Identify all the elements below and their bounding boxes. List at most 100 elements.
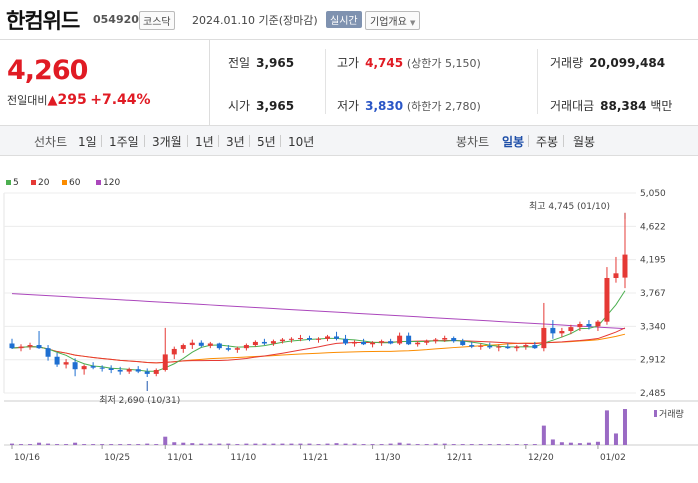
tab-period-3y[interactable]: 3년 — [226, 135, 245, 149]
legend-ma60: 60 — [62, 178, 80, 188]
candle-body — [171, 348, 177, 355]
realtime-button[interactable]: 실시간 — [326, 11, 362, 28]
chevron-down-icon: ▼ — [410, 19, 416, 27]
volume: 거래량 20,099,484 — [550, 54, 665, 71]
change-percent: +7.44% — [90, 92, 151, 108]
volume-value: 20,099,484 — [589, 56, 666, 70]
volume-bar — [19, 444, 24, 445]
volume-bar — [226, 443, 231, 445]
volume-bar — [424, 444, 429, 445]
trade-value: 거래대금 88,384 백만 — [550, 97, 672, 114]
quote-date: 2024.01.10 기준(장마감) — [192, 14, 318, 27]
tab-period-1w[interactable]: 1주일 — [109, 135, 139, 149]
volume-bar — [190, 443, 195, 445]
prev-close-value: 3,965 — [256, 56, 295, 70]
candle-body — [162, 354, 168, 370]
x-tick-label: 11/10 — [230, 453, 256, 463]
legend-label: 5 — [13, 178, 19, 188]
volume-bar — [379, 444, 384, 445]
volume-bar — [487, 444, 492, 445]
volume-bar — [55, 444, 60, 445]
change-label: 전일대비 — [7, 94, 48, 107]
candle-body — [442, 338, 448, 340]
candle-body — [243, 345, 249, 349]
tab-line-chart[interactable]: 선차트 — [34, 135, 68, 149]
company-info-dropdown[interactable]: 기업개요 ▼ — [365, 11, 421, 30]
legend-label: 20 — [38, 178, 50, 188]
divider — [249, 135, 250, 147]
candle-body — [99, 367, 105, 369]
volume-bar — [163, 436, 168, 445]
candle-body — [586, 323, 592, 327]
tab-period-1d[interactable]: 1일 — [78, 135, 97, 149]
candle-body — [343, 338, 349, 344]
candle-body — [27, 345, 33, 347]
x-tick-label: 12/20 — [528, 453, 554, 463]
candle-body — [189, 342, 195, 346]
divider — [325, 49, 326, 114]
volume-bar — [559, 442, 564, 445]
volume-bar — [352, 443, 357, 445]
volume-bar — [568, 442, 573, 445]
candle-body — [523, 345, 529, 347]
candle-body — [433, 339, 439, 342]
tab-period-1y[interactable]: 1년 — [195, 135, 214, 149]
tab-period-3m[interactable]: 3개월 — [152, 135, 182, 149]
volume-bar — [604, 410, 609, 445]
candle-body — [108, 368, 114, 370]
candle-body — [18, 346, 24, 349]
price-change: 전일대비▲295 +7.44% — [7, 92, 151, 108]
tab-candle-chart[interactable]: 봉차트 — [456, 135, 490, 149]
volume-bar — [541, 425, 546, 445]
volume-bar — [181, 442, 186, 445]
volume-bar — [406, 443, 411, 445]
volume-bar — [298, 443, 303, 445]
high-value: 4,745 — [365, 56, 404, 70]
candle-body — [234, 348, 240, 350]
candle-body — [63, 362, 69, 365]
volume-bar — [397, 442, 402, 445]
candle-body — [388, 341, 394, 344]
volume-bar — [73, 442, 78, 445]
candle-body — [595, 321, 601, 327]
tab-monthly[interactable]: 월봉 — [573, 135, 596, 149]
legend-ma120: 120 — [96, 178, 120, 188]
candle-body — [126, 369, 132, 372]
candle-body — [397, 335, 403, 344]
candle-body — [415, 342, 421, 345]
volume-bar — [118, 444, 123, 445]
volume-bar — [208, 443, 213, 445]
open-value: 3,965 — [256, 99, 295, 113]
y-tick-label: 2,912 — [640, 356, 666, 366]
volume-bar — [235, 444, 240, 445]
chart-tabs: 선차트 1일 1주일 3개월 1년 3년 5년 10년 봉차트 일봉 주봉 월봉 — [0, 125, 698, 156]
divider — [528, 135, 529, 147]
volume-bar — [217, 443, 222, 445]
candle-body — [577, 323, 583, 328]
x-tick-label: 10/25 — [104, 453, 130, 463]
volume-bar — [316, 444, 321, 445]
legend-swatch — [6, 180, 11, 185]
candle-body — [54, 356, 60, 365]
low-price: 저가 3,830 (하한가 2,780) — [337, 97, 481, 114]
candle-body — [306, 338, 312, 340]
change-amount: 295 — [57, 92, 87, 108]
candle-body — [261, 341, 267, 344]
tab-period-10y[interactable]: 10년 — [288, 135, 315, 149]
volume-bar — [244, 443, 249, 445]
volume-bar — [154, 444, 159, 445]
divider — [280, 135, 281, 147]
tab-daily[interactable]: 일봉 — [502, 135, 525, 149]
candle-body — [225, 348, 231, 350]
tab-period-5y[interactable]: 5년 — [257, 135, 276, 149]
volume-bar — [523, 444, 528, 445]
ma120-line — [11, 293, 626, 330]
volume-bar — [127, 444, 132, 445]
low-label: 저가 — [337, 99, 360, 113]
candle-body — [297, 338, 303, 340]
volume-bar — [577, 443, 582, 445]
volume-bar — [289, 443, 294, 445]
volume-bar — [10, 443, 14, 445]
tab-weekly[interactable]: 주봉 — [536, 135, 559, 149]
